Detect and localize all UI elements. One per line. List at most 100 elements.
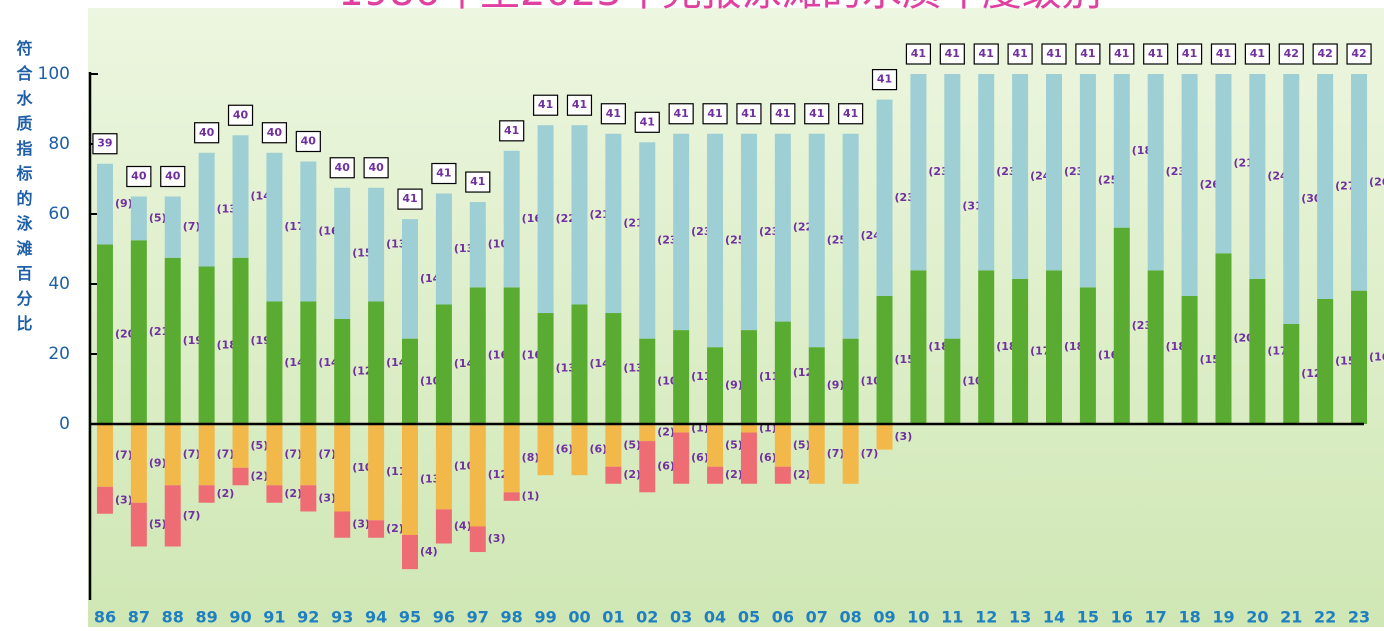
bar-segment: [808, 347, 825, 424]
count-label: (3): [895, 430, 913, 443]
x-tick-label: 92: [297, 608, 319, 627]
x-tick-label: 19: [1212, 608, 1234, 627]
count-label: (3): [318, 491, 336, 504]
bar-segment: [96, 163, 113, 245]
total-label: 41: [741, 107, 756, 120]
total-box: [1007, 43, 1033, 65]
total-box: [1176, 43, 1203, 65]
total-label: 40: [131, 170, 147, 183]
bar-segment: [876, 295, 893, 424]
bar-segment: [673, 432, 690, 484]
x-tick-label: 93: [331, 608, 353, 627]
total-box: [736, 103, 762, 125]
bar-segment: [673, 330, 690, 424]
bar-segment: [198, 152, 215, 267]
bar-segment: [673, 133, 690, 331]
bar-segment: [503, 492, 520, 501]
x-tick-label: 13: [1009, 608, 1031, 627]
x-tick-label: 05: [738, 608, 760, 627]
bar-segment: [1249, 74, 1266, 279]
bar-segment: [503, 424, 520, 493]
count-label: (7): [827, 447, 845, 460]
total-box: [194, 122, 220, 144]
bar-segment: [435, 193, 452, 305]
bar-segment: [910, 74, 927, 271]
total-box: [770, 103, 796, 125]
total-box: [532, 94, 559, 116]
bar-segment: [571, 304, 588, 424]
bar-segment: [1181, 295, 1198, 424]
total-box: [973, 43, 999, 65]
total-box: [702, 103, 728, 125]
total-label: 41: [707, 107, 722, 120]
x-tick-label: 04: [704, 608, 726, 627]
y-tick-label: 80: [48, 134, 70, 154]
total-label: 42: [1284, 47, 1299, 60]
bar-segment: [232, 257, 249, 424]
chart-title: 1986年至2023年宪报泳滩的水质年度级别: [338, 0, 1102, 15]
bar-segment: [96, 244, 113, 424]
total-label: 39: [97, 137, 112, 150]
x-tick-label: 00: [568, 608, 590, 627]
count-label: (9): [115, 197, 133, 210]
count-label: (5): [623, 438, 641, 451]
count-label: (8): [522, 451, 540, 464]
count-label: (26): [1369, 175, 1384, 188]
count-label: (16): [1369, 350, 1384, 363]
bar-segment: [435, 424, 452, 510]
bar-segment: [537, 424, 554, 476]
bar-segment: [842, 424, 859, 484]
bar-segment: [232, 135, 249, 258]
total-label: 40: [335, 161, 351, 174]
bar-segment: [1181, 74, 1198, 296]
total-label: 41: [504, 124, 519, 137]
count-label: (2): [725, 468, 743, 481]
total-label: 41: [640, 115, 655, 128]
bar-segment: [537, 313, 554, 424]
bar-segment: [1283, 74, 1300, 324]
count-label: (4): [420, 545, 438, 558]
bar-segment: [842, 133, 859, 339]
bar-segment: [334, 511, 351, 538]
x-tick-label: 89: [195, 608, 217, 627]
bar-segment: [266, 424, 283, 486]
x-tick-label: 88: [162, 608, 184, 627]
total-label: 40: [199, 126, 215, 139]
x-tick-label: 18: [1178, 608, 1200, 627]
bar-segment: [1012, 278, 1029, 424]
bar-segment: [740, 432, 757, 484]
bar-segment: [300, 485, 317, 512]
bar-segment: [266, 485, 283, 503]
bar-segment: [198, 485, 215, 503]
total-box: [905, 43, 932, 65]
total-label: 41: [1080, 47, 1095, 60]
bar-segment: [740, 424, 757, 433]
bar-segment: [571, 424, 588, 476]
total-label: 41: [1216, 47, 1231, 60]
bar-segment: [774, 466, 791, 484]
total-label: 41: [606, 107, 621, 120]
count-label: (2): [623, 468, 641, 481]
total-label: 40: [301, 135, 317, 148]
total-label: 40: [267, 126, 283, 139]
bar-segment: [1317, 74, 1334, 299]
bar-segment: [232, 467, 249, 486]
bar-segment: [944, 74, 961, 339]
count-label: (6): [759, 451, 777, 464]
total-box: [499, 120, 525, 142]
bar-segment: [1079, 287, 1096, 424]
bar-segment: [130, 424, 147, 503]
total-box: [126, 165, 152, 188]
bar-segment: [469, 424, 486, 527]
total-box: [1244, 43, 1270, 65]
bar-segment: [198, 424, 215, 486]
bar-segment: [266, 301, 283, 424]
bar-segment: [1012, 74, 1029, 279]
bar-segment: [435, 304, 452, 424]
total-label: 41: [1046, 47, 1061, 60]
x-tick-label: 86: [94, 608, 116, 627]
bar-segment: [1351, 74, 1368, 291]
bar-segment: [808, 424, 825, 484]
count-label: (3): [488, 532, 506, 545]
count-label: (5): [725, 438, 743, 451]
